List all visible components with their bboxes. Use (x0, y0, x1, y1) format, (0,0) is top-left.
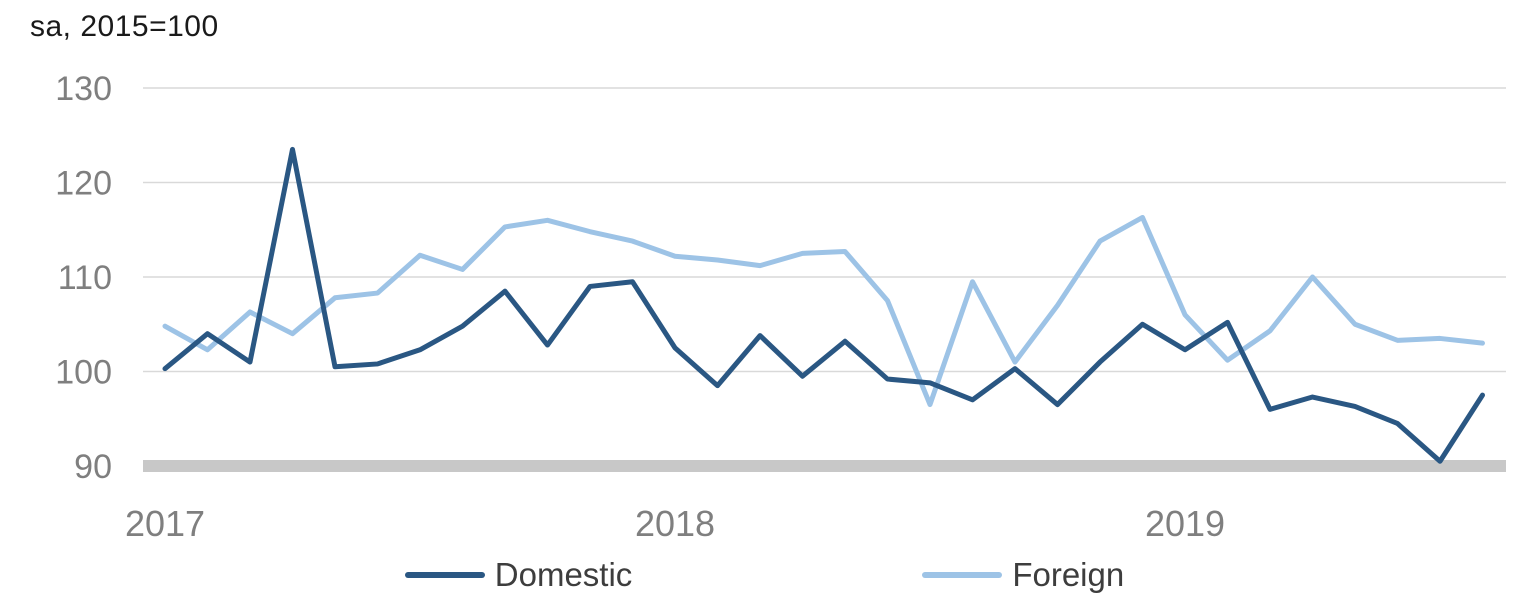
x-axis-tick-label: 2018 (635, 503, 715, 544)
domestic-line-swatch (404, 572, 485, 578)
x-axis-tick-label: 2017 (125, 503, 205, 544)
legend-label-foreign: Foreign (1012, 556, 1125, 593)
y-axis-tick-label: 120 (55, 165, 112, 203)
legend-label-domestic: Domestic (494, 556, 633, 593)
series-line-domestic (162, 146, 1485, 464)
foreign-line-swatch (922, 572, 1003, 578)
baseline-band (143, 460, 1506, 472)
y-axis-tick-label: 100 (55, 354, 112, 392)
axis-units-label: sa, 2015=100 (30, 10, 219, 43)
legend-item-domestic: Domestic (404, 556, 633, 594)
y-axis-tick-label: 90 (74, 448, 112, 486)
y-axis-tick-label: 110 (58, 259, 112, 297)
legend: Domestic Foreign (0, 556, 1529, 594)
legend-item-foreign: Foreign (922, 556, 1124, 594)
x-axis-tick-label: 2019 (1145, 503, 1225, 544)
y-axis-tick-label: 130 (55, 70, 112, 108)
series-line-foreign (162, 214, 1485, 408)
